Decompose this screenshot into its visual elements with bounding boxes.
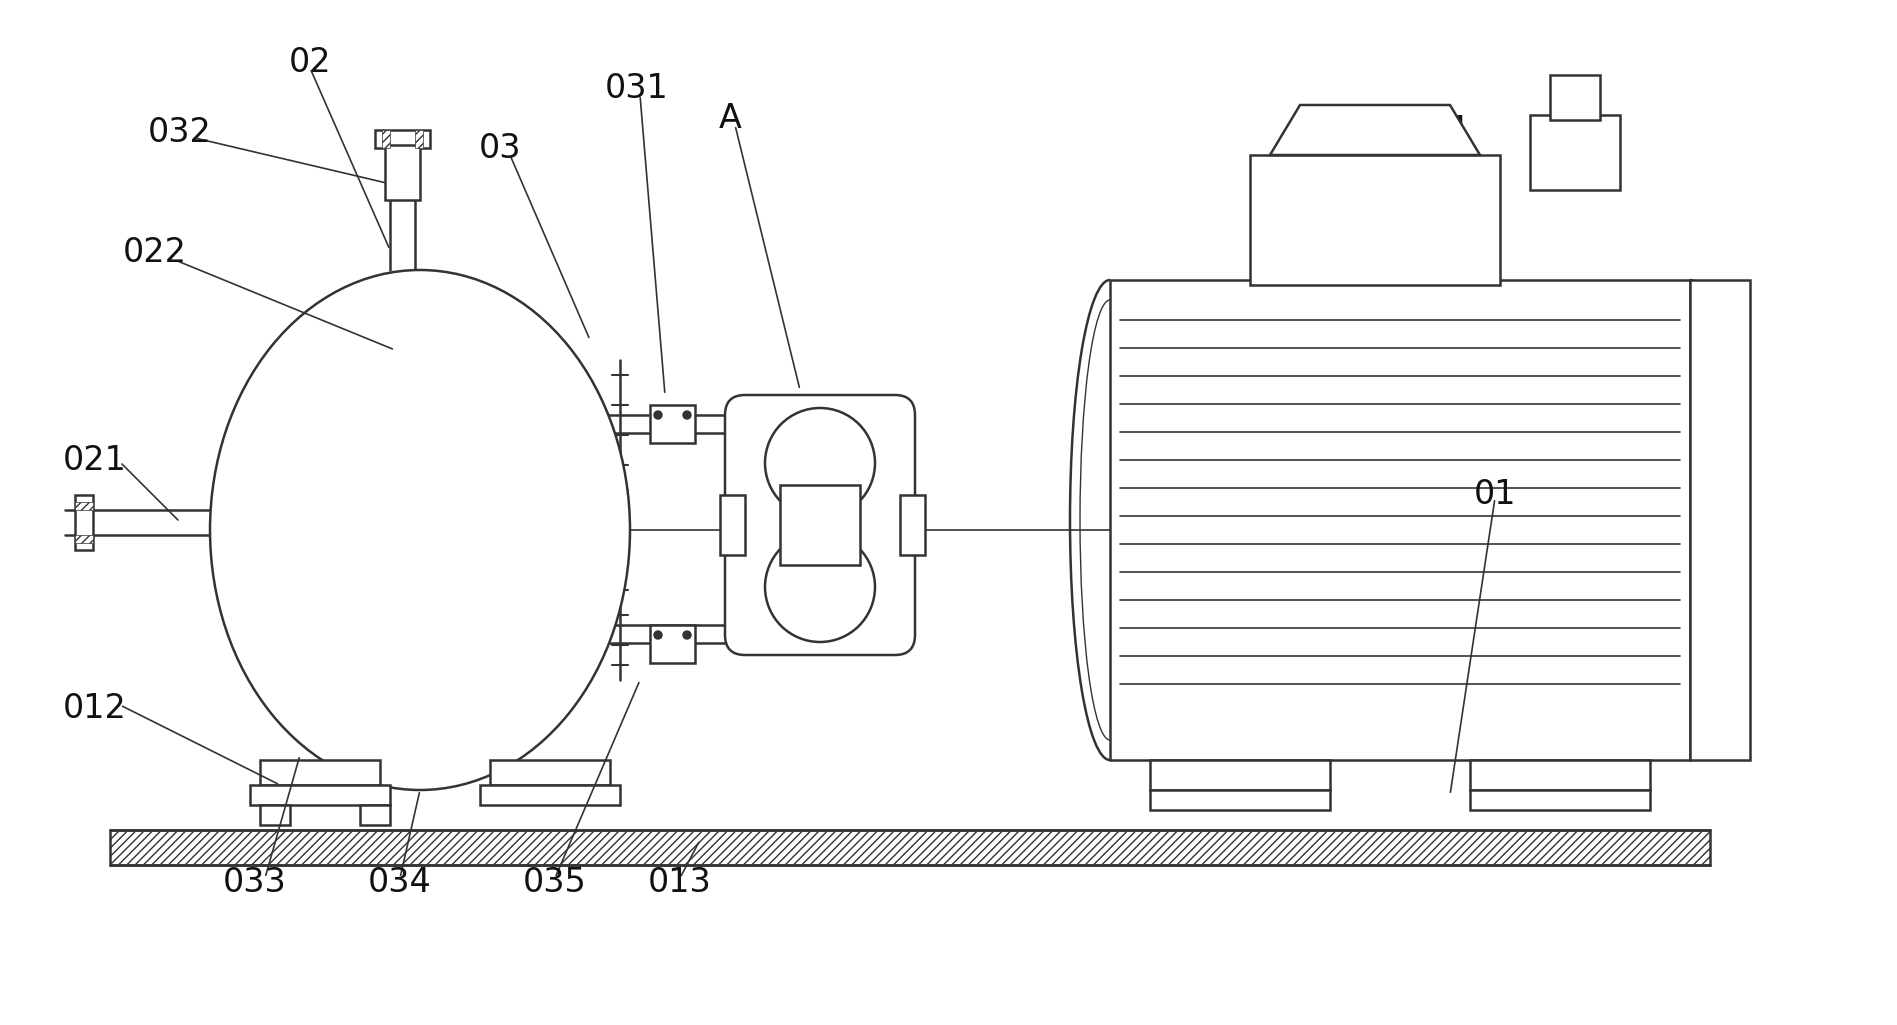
Bar	[1690, 280, 1751, 760]
Text: 013: 013	[649, 865, 711, 899]
FancyBboxPatch shape	[725, 395, 914, 655]
Circle shape	[654, 411, 662, 419]
Bar	[1150, 790, 1330, 810]
Bar	[76, 535, 93, 543]
Bar	[76, 502, 93, 510]
Text: 032: 032	[148, 116, 212, 149]
Bar	[385, 145, 419, 200]
Bar	[381, 130, 391, 148]
Bar	[1550, 75, 1599, 120]
Text: 011: 011	[1408, 114, 1472, 147]
Bar	[899, 495, 926, 555]
Circle shape	[683, 411, 691, 419]
Bar	[1470, 760, 1650, 790]
Circle shape	[654, 631, 662, 639]
Bar	[721, 495, 746, 555]
Text: 034: 034	[368, 865, 433, 899]
Text: 031: 031	[605, 72, 670, 105]
Text: 021: 021	[63, 444, 127, 477]
Bar	[260, 760, 379, 785]
Bar	[250, 785, 391, 805]
Bar	[480, 785, 620, 805]
Circle shape	[683, 631, 691, 639]
Bar	[360, 805, 391, 825]
Bar	[260, 805, 290, 825]
Bar	[651, 625, 694, 663]
Text: 035: 035	[524, 865, 586, 899]
Text: 03: 03	[478, 131, 522, 164]
Ellipse shape	[211, 270, 630, 790]
Bar	[1531, 115, 1620, 190]
Text: 022: 022	[123, 236, 188, 269]
Text: A: A	[719, 101, 742, 134]
Text: 02: 02	[288, 45, 332, 79]
Bar	[780, 485, 859, 565]
Bar	[1110, 280, 1690, 760]
Text: 01: 01	[1474, 479, 1516, 511]
Bar	[1470, 790, 1650, 810]
Bar	[376, 130, 431, 148]
Bar	[415, 130, 423, 148]
Bar	[1150, 760, 1330, 790]
Text: 012: 012	[63, 692, 127, 725]
Polygon shape	[1269, 105, 1480, 155]
Bar	[1250, 155, 1501, 285]
Bar	[110, 830, 1709, 865]
Bar	[651, 405, 694, 443]
Bar	[76, 495, 93, 550]
Text: 033: 033	[224, 865, 286, 899]
Bar	[489, 760, 611, 785]
